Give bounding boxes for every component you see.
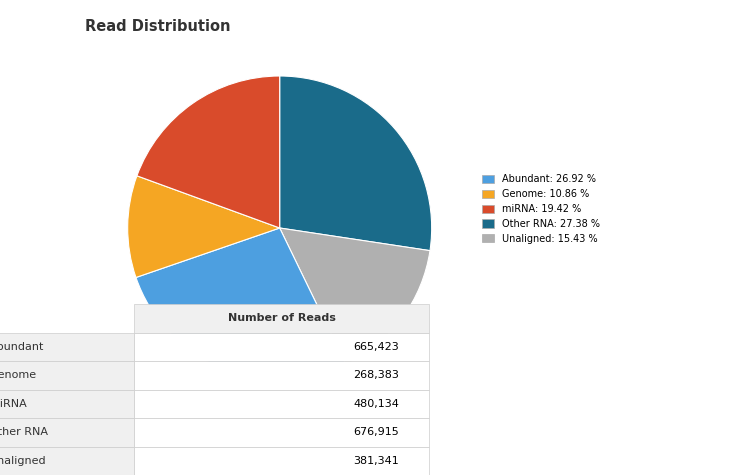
Legend: Abundant: 26.92 %, Genome: 10.86 %, miRNA: 19.42 %, Other RNA: 27.38 %, Unaligne: Abundant: 26.92 %, Genome: 10.86 %, miRN… xyxy=(482,174,600,244)
Wedge shape xyxy=(127,176,280,277)
Wedge shape xyxy=(137,76,280,228)
Text: Read Distribution: Read Distribution xyxy=(85,19,230,34)
Wedge shape xyxy=(280,228,430,365)
Wedge shape xyxy=(280,76,432,251)
Wedge shape xyxy=(136,228,346,380)
